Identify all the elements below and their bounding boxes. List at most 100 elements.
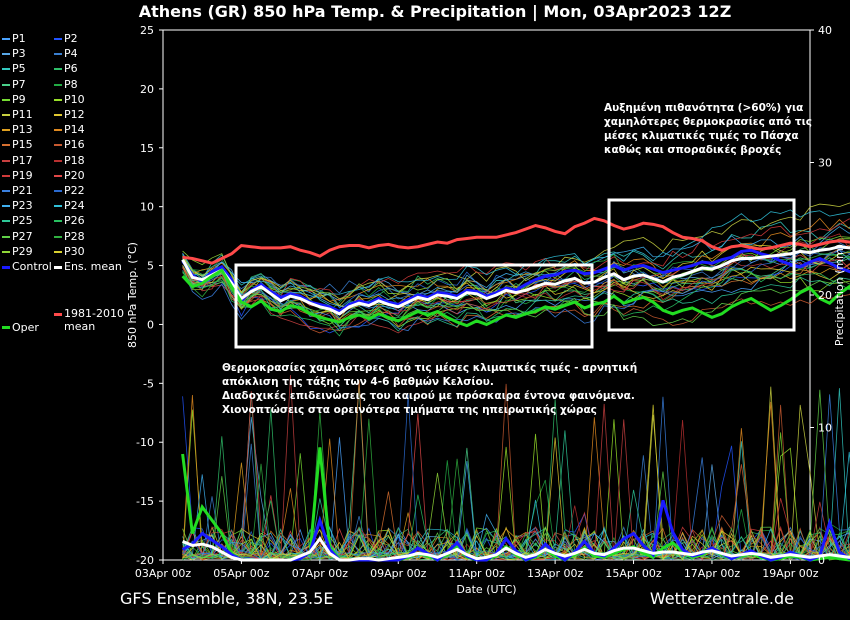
x-tick-label: 09Apr 00z xyxy=(370,567,427,580)
temp-line-control xyxy=(181,248,850,314)
legend-item: P25 xyxy=(2,214,33,228)
legend-label: P20 xyxy=(64,168,85,182)
legend-label: P29 xyxy=(12,244,33,258)
footer-site: Wetterzentrale.de xyxy=(649,589,794,608)
legend-swatch xyxy=(54,38,62,40)
y2-axis-label: Precipitation (mm) xyxy=(833,244,846,346)
legend-label: P28 xyxy=(64,229,85,243)
axis-labels: -20 -15 -10 -5 0 5 10 15 20 25 0 10 20 30 40 03Apr 00z 0… xyxy=(126,24,846,596)
legend-label: P3 xyxy=(12,47,26,61)
y-tick-label: 5 xyxy=(147,260,154,273)
legend-item: Control xyxy=(2,260,52,274)
legend-swatch xyxy=(54,98,62,101)
y2-tick-label: 30 xyxy=(818,157,832,170)
legend-item: P19 xyxy=(2,169,33,183)
legend-label: Oper xyxy=(12,320,39,334)
legend-item: P23 xyxy=(2,199,33,213)
legend-item: P28 xyxy=(54,230,85,244)
member-temp-line xyxy=(182,245,850,309)
legend-item: P26 xyxy=(54,214,85,228)
member-temp-line xyxy=(182,221,850,314)
legend-label: P15 xyxy=(12,138,33,152)
legend-swatch xyxy=(54,114,62,116)
legend-item: P24 xyxy=(54,199,85,213)
legend-swatch xyxy=(54,250,62,253)
y2-tick-label: 0 xyxy=(818,554,825,567)
temp-line-ens-mean xyxy=(181,245,850,316)
member-temp-line xyxy=(182,257,850,321)
legend-item: Oper xyxy=(2,321,39,335)
y-axis-label: 850 hPa Temp. (°C) xyxy=(126,242,139,348)
y-tick-label: -10 xyxy=(136,436,154,449)
legend-label: P10 xyxy=(64,92,85,106)
legend-label: P26 xyxy=(64,214,85,228)
legend-item: P2 xyxy=(54,32,78,46)
legend-item: P9 xyxy=(2,93,26,107)
legend-label: P19 xyxy=(12,168,33,182)
legend-label: P30 xyxy=(64,244,85,258)
legend-label: P12 xyxy=(64,108,85,121)
legend-item: P16 xyxy=(54,138,85,152)
legend-item: P8 xyxy=(54,78,78,92)
x-tick-label: 17Apr 00z xyxy=(684,567,741,580)
legend-swatch xyxy=(54,220,62,223)
legend-item: P7 xyxy=(2,78,26,92)
y-tick-label: -15 xyxy=(136,495,154,508)
legend-item: P30 xyxy=(54,245,85,259)
legend-label: P13 xyxy=(12,123,33,137)
legend-item: P13 xyxy=(2,123,33,137)
legend-swatch xyxy=(54,68,62,71)
x-tick-label: 03Apr 00z xyxy=(135,567,192,580)
legend-label-line2: mean xyxy=(64,320,96,334)
y-tick-label: 10 xyxy=(140,201,154,214)
legend-item: P5 xyxy=(2,62,26,76)
legend-swatch xyxy=(2,174,10,177)
y-tick-label: 25 xyxy=(140,24,154,37)
legend-swatch xyxy=(2,220,10,223)
highlight-box-left xyxy=(234,263,594,349)
legend-label: P23 xyxy=(12,199,33,213)
legend-swatch xyxy=(54,312,62,316)
member-temp-line xyxy=(182,244,850,329)
legend-label: P6 xyxy=(64,62,78,76)
legend-swatch xyxy=(54,53,62,56)
x-tick-label: 19Apr 00z xyxy=(762,567,819,580)
legend-item: P17 xyxy=(2,154,33,168)
legend-label: P27 xyxy=(12,229,33,243)
precip-line-ens-mean xyxy=(182,536,850,562)
legend-swatch xyxy=(2,83,10,86)
legend-swatch xyxy=(2,129,10,132)
highlight-box-right xyxy=(607,198,796,332)
legend-label: P8 xyxy=(64,77,78,91)
legend-swatch xyxy=(2,205,10,208)
legend-item: P20 xyxy=(54,169,85,183)
legend-swatch xyxy=(2,53,10,56)
legend-item: P18 xyxy=(54,154,85,168)
footer-source: GFS Ensemble, 38N, 23.5E xyxy=(120,589,334,608)
legend-swatch xyxy=(2,190,10,192)
legend-label: P21 xyxy=(12,184,33,197)
temp-line-1981-2010-mean xyxy=(182,216,850,265)
legend-label: P25 xyxy=(12,214,33,228)
temp-line-oper xyxy=(181,268,850,328)
chart-title: Athens (GR) 850 hPa Temp. & Precipitatio… xyxy=(138,2,732,21)
x-tick-label: 11Apr 00z xyxy=(449,567,506,580)
member-temp-line xyxy=(182,252,850,323)
legend-item: P4 xyxy=(54,47,78,61)
y2-tick-label: 40 xyxy=(818,24,832,37)
annotation-left: Θερμοκρασίες χαμηλότερες από τις μέσες κ… xyxy=(222,361,637,417)
annotation-right-line: χαμηλότερες θερμοκρασίες από τις xyxy=(604,116,812,128)
x-tick-label: 15Apr 00z xyxy=(605,567,662,580)
legend-swatch xyxy=(54,129,62,132)
legend-item: P12 xyxy=(54,108,85,122)
legend-label: P4 xyxy=(64,47,78,61)
legend-swatch xyxy=(54,265,62,269)
legend-swatch xyxy=(2,250,10,253)
x-tick-label: 05Apr 00z xyxy=(213,567,270,580)
legend-label: 1981-2010 xyxy=(64,307,124,321)
legend-swatch xyxy=(54,83,62,86)
legend-label: P22 xyxy=(64,184,85,197)
y-tick-label: 0 xyxy=(147,318,154,331)
legend-label: Control xyxy=(12,260,52,273)
legend-item: P6 xyxy=(54,62,78,76)
